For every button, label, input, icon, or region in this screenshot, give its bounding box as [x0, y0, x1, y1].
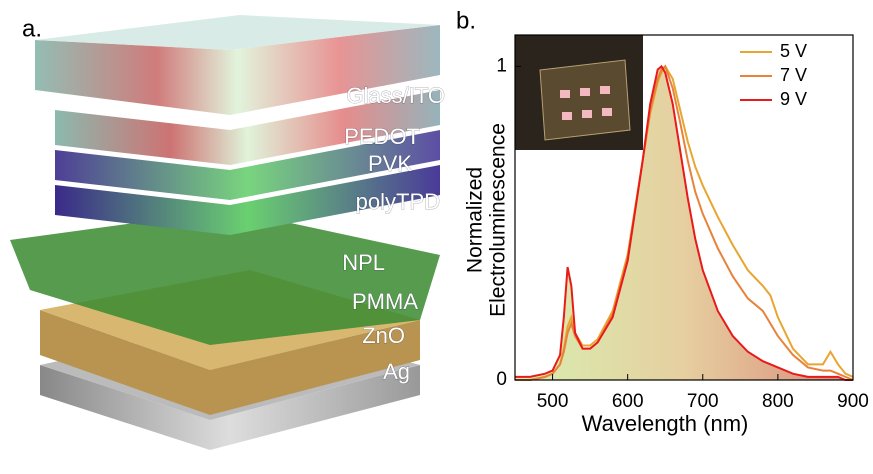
x-axis-label: Wavelength (nm) [582, 411, 749, 436]
layer-label: PEDOT [344, 124, 420, 149]
inset-pixel [600, 86, 610, 94]
y-axis-label: Normalized [464, 167, 487, 273]
layer-label: ZnO [362, 323, 405, 348]
layer-label: PVK [368, 151, 412, 176]
inset-pixel [582, 110, 592, 118]
inset-pixel [602, 108, 612, 116]
inset-pixel [580, 88, 590, 96]
x-tick-label: 500 [537, 391, 569, 412]
y-tick-label: 1 [496, 55, 507, 76]
inset-pixel [562, 112, 572, 120]
x-tick-label: 600 [612, 391, 644, 412]
layer-label: NPL [342, 250, 385, 275]
layer-label: Glass/ITO [346, 83, 445, 108]
legend-label: 9 V [780, 89, 807, 109]
x-tick-label: 900 [837, 391, 869, 412]
panel-label: b. [456, 7, 476, 34]
layer-label: PMMA [352, 289, 418, 314]
legend-label: 7 V [780, 65, 807, 85]
inset-device [540, 60, 630, 140]
layer-label: polyTPD [356, 189, 440, 214]
device-illustration [10, 15, 440, 450]
y-tick-label: 0 [496, 369, 507, 390]
x-tick-label: 800 [762, 391, 794, 412]
legend-label: 5 V [780, 41, 807, 61]
panel-label: a. [22, 15, 42, 42]
figure: a. Glass/ITO PEDOT PVK polyTPD NPL PMMA … [0, 0, 873, 469]
inset-pixel [560, 90, 570, 98]
layer-label: Ag [383, 359, 410, 384]
x-tick-label: 700 [687, 391, 719, 412]
y-axis-label: Electroluminescence [487, 123, 510, 317]
